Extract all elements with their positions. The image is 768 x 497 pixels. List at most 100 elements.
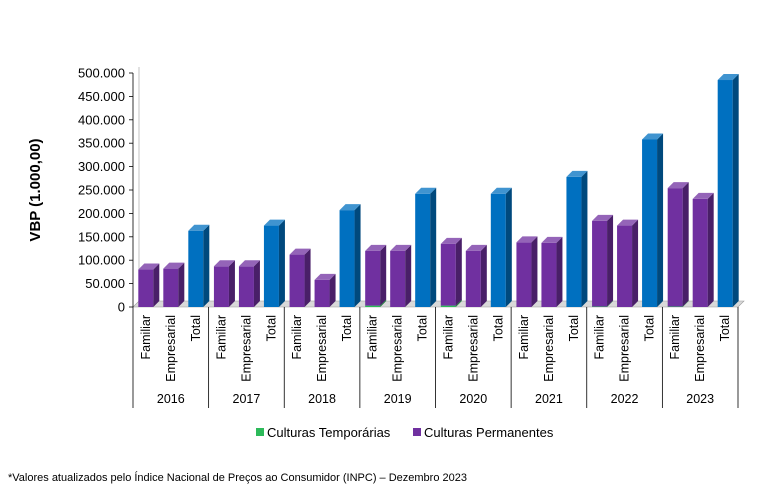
bar-permanentes-top [440,237,462,244]
bar-permanentes-top [138,263,160,270]
legend-swatch-permanentes [413,428,421,436]
legend-swatch-temporarias [256,428,264,436]
bar-total [415,193,431,307]
bar-permanentes-side [556,236,563,307]
category-label: Familiar [139,315,153,359]
bar-permanentes [592,220,608,307]
bar-permanentes [617,225,633,307]
category-label: Total [567,315,581,341]
bar-permanentes-top [289,248,311,255]
footnote: *Valores atualizados pelo Índice Naciona… [8,472,467,484]
bar-total [717,80,733,308]
bar-permanentes-top [238,260,260,267]
bar-permanentes [692,198,708,307]
category-label: Total [643,315,657,341]
bar-total-top [415,187,437,194]
bar-permanentes-side [380,244,387,306]
bar-permanentes [163,268,179,307]
bar-permanentes [365,250,381,306]
category-label: Familiar [366,315,380,359]
category-label: Familiar [441,315,455,359]
bar-total-side [505,187,512,307]
y-tick-label: 50.000 [85,276,125,291]
category-label: Total [189,315,203,341]
bar-permanentes [390,250,406,307]
year-label: 2021 [535,392,563,406]
y-tick-label: 450.000 [78,89,125,104]
bar-permanentes [289,254,305,307]
bar-permanentes-top [390,244,412,251]
legend-label-temporarias: Culturas Temporárias [267,425,391,440]
bar-total [490,193,506,307]
bar-permanentes [440,243,456,306]
bar-total [188,230,204,307]
bar-permanentes [541,242,557,307]
category-label: Total [264,315,278,341]
category-label: Total [718,315,732,341]
bar-permanentes [667,188,683,307]
bar-temporarias-side [607,300,614,307]
category-label: Empresarial [391,315,405,382]
y-tick-label: 100.000 [78,253,125,268]
category-label: Familiar [290,315,304,359]
bar-total-top [490,187,512,194]
category-label: Total [416,315,430,341]
bar-permanentes-side [455,237,462,306]
bar-total [339,210,355,307]
bar-permanentes-top [163,262,185,269]
bar-total-side [203,224,210,307]
bar-total-top [642,133,664,140]
bar-permanentes-top [692,192,714,199]
bar-permanentes-side [682,182,689,307]
year-label: 2019 [384,392,412,406]
category-label: Familiar [593,315,607,359]
y-tick-label: 250.000 [78,183,125,198]
bar-permanentes-side [405,244,412,307]
category-label: Familiar [517,315,531,359]
year-label: 2022 [611,392,639,406]
category-label: Total [491,315,505,341]
bar-temporarias [440,305,456,307]
bar-permanentes-side [607,214,614,307]
category-label: Total [340,315,354,341]
y-tick-label: 350.000 [78,136,125,151]
bar-temporarias-side [455,299,462,307]
bar-permanentes-top [516,236,538,243]
bar-permanentes [138,269,154,307]
bar-permanentes-side [531,236,538,307]
bar-total [263,225,279,307]
bar-permanentes-side [253,260,260,307]
bar-permanentes-top [314,273,336,280]
bar-total-top [339,204,361,211]
bar-permanentes-top [592,214,614,221]
bar-total-top [566,170,588,177]
category-label: Empresarial [164,315,178,382]
bar-permanentes-side [480,244,487,307]
y-tick-label: 500.000 [78,66,125,81]
year-label: 2018 [308,392,336,406]
bar-permanentes-top [541,236,563,243]
bar-total-side [732,74,739,308]
category-label: Empresarial [239,315,253,382]
category-label: Empresarial [618,315,632,382]
bar-permanentes-top [365,244,387,251]
category-label: Empresarial [542,315,556,382]
y-tick-label: 400.000 [78,112,125,127]
bar-permanentes [516,242,532,307]
bar-permanentes-side [304,248,311,307]
bar-total-side [354,204,361,307]
bar-permanentes [213,266,229,307]
year-label: 2023 [686,392,714,406]
bar-total-side [278,219,285,307]
category-labels: 2016 2017 2018 2019 2020 2021 2022 2023 Familiar… [132,307,739,408]
bar-permanentes-side [707,192,714,307]
bar-permanentes-top [465,244,487,251]
bar-total-top [188,224,210,231]
bar-permanentes-side [632,219,639,307]
legend: Culturas Temporárias Culturas Permanente… [256,425,554,440]
bar-permanentes-top [667,182,689,189]
y-tick-label: 150.000 [78,229,125,244]
bar-permanentes-side [153,263,160,307]
legend-label-permanentes: Culturas Permanentes [424,425,554,440]
category-label: Familiar [214,315,228,359]
